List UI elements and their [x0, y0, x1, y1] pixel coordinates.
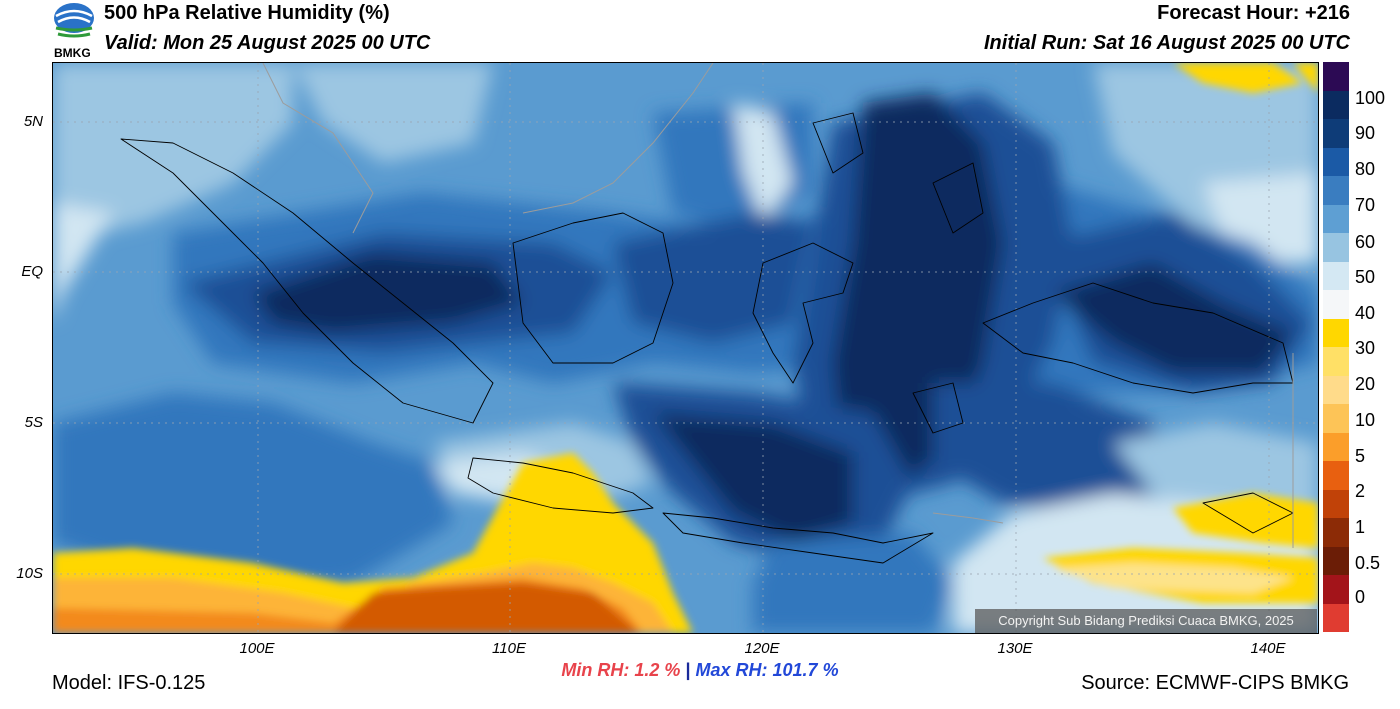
- colorbar-label: 50: [1355, 267, 1376, 287]
- colorbar: [1323, 62, 1349, 632]
- map-title: 500 hPa Relative Humidity (%): [104, 2, 390, 24]
- lon-label-100e: 100E: [239, 640, 275, 657]
- lon-label-130e: 130E: [997, 640, 1033, 657]
- colorbar-segment: [1323, 176, 1349, 205]
- colorbar-segment: [1323, 290, 1349, 319]
- stats-separator: |: [685, 660, 691, 680]
- lat-label-10s: 10S: [16, 565, 43, 582]
- colorbar-segment: [1323, 233, 1349, 262]
- lon-label-110e: 110E: [492, 640, 526, 657]
- colorbar-segment: [1323, 546, 1349, 575]
- colorbar-segment: [1323, 261, 1349, 290]
- model-label: Model: IFS-0.125: [52, 672, 206, 694]
- lon-label-140e: 140E: [1250, 640, 1286, 657]
- copyright-notice: Copyright Sub Bidang Prediksi Cuaca BMKG…: [975, 609, 1317, 633]
- colorbar-segment: [1323, 347, 1349, 376]
- colorbar-label: 80: [1355, 159, 1376, 179]
- humidity-field: [53, 63, 1318, 633]
- valid-time: Valid: Mon 25 August 2025 00 UTC: [104, 32, 431, 54]
- rh-stats: Min RH: 1.2 % | Max RH: 101.7 %: [0, 660, 1400, 681]
- colorbar-segment: [1323, 432, 1349, 461]
- colorbar-label: 0.5: [1355, 553, 1381, 573]
- colorbar-label: 20: [1355, 374, 1376, 394]
- colorbar-label: 70: [1355, 195, 1376, 215]
- colorbar-label: 1: [1355, 517, 1366, 537]
- humidity-map: [52, 62, 1319, 634]
- colorbar-segment: [1323, 603, 1349, 632]
- colorbar-label: 90: [1355, 123, 1376, 143]
- colorbar-segment: [1323, 90, 1349, 119]
- colorbar-segment: [1323, 518, 1349, 547]
- colorbar-label: 2: [1355, 481, 1366, 501]
- source-label: Source: ECMWF-CIPS BMKG: [1081, 672, 1349, 694]
- colorbar-label: 40: [1355, 303, 1376, 323]
- forecast-hour: Forecast Hour: +216: [1157, 2, 1350, 24]
- logo-text: BMKG: [54, 46, 91, 60]
- initial-run: Initial Run: Sat 16 August 2025 00 UTC: [983, 32, 1350, 54]
- min-rh: Min RH: 1.2 %: [561, 660, 681, 680]
- colorbar-segment: [1323, 489, 1349, 518]
- lat-label-5s: 5S: [24, 414, 43, 431]
- colorbar-segment: [1323, 461, 1349, 490]
- bmkg-logo: BMKG: [52, 2, 100, 60]
- colorbar-label: 10: [1355, 410, 1376, 430]
- lat-label-5n: 5N: [23, 113, 43, 130]
- colorbar-segment: [1323, 62, 1349, 91]
- colorbar-segment: [1323, 575, 1349, 604]
- colorbar-segment: [1323, 375, 1349, 404]
- colorbar-segment: [1323, 204, 1349, 233]
- colorbar-segment: [1323, 147, 1349, 176]
- colorbar-label: 30: [1355, 338, 1376, 358]
- colorbar-label: 0: [1355, 587, 1366, 607]
- lat-label-eq: EQ: [21, 263, 43, 280]
- colorbar-label: 60: [1355, 232, 1376, 252]
- colorbar-segment: [1323, 318, 1349, 347]
- colorbar-label: 5: [1355, 446, 1366, 466]
- lon-label-120e: 120E: [744, 640, 780, 657]
- colorbar-segment: [1323, 119, 1349, 148]
- colorbar-segment: [1323, 404, 1349, 433]
- max-rh: Max RH: 101.7 %: [695, 660, 839, 680]
- colorbar-label: 100: [1355, 88, 1386, 108]
